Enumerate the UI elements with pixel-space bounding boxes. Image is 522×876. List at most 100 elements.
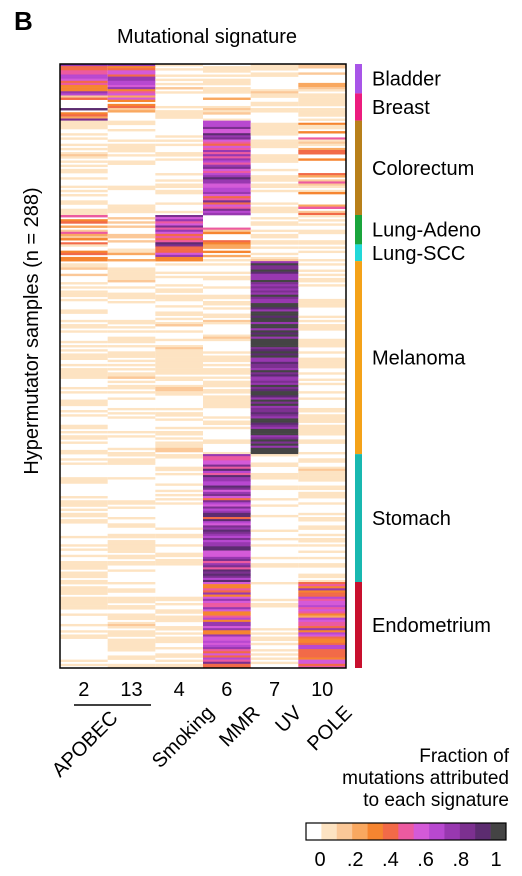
- heatmap-cell: [60, 298, 108, 302]
- heatmap-cell: [250, 391, 299, 394]
- heatmap-cell: [250, 366, 299, 369]
- heatmap-cell: [250, 179, 299, 182]
- heatmap-cell: [60, 636, 108, 639]
- heatmap-cell: [107, 259, 156, 262]
- heatmap-cell: [155, 317, 203, 321]
- heatmap-cell: [203, 177, 251, 180]
- heatmap-cell: [250, 443, 299, 446]
- heatmap-cell: [107, 300, 156, 304]
- heatmap-cell: [203, 147, 251, 151]
- heatmap-cell: [250, 336, 299, 340]
- heatmap-cell: [60, 147, 108, 151]
- heatmap-cell: [298, 95, 346, 98]
- heatmap-cell: [298, 441, 346, 444]
- heatmap-cell: [298, 273, 346, 277]
- heatmap-cell: [155, 449, 203, 453]
- heatmap-cell: [203, 546, 251, 549]
- colorbar-swatch: [413, 823, 430, 840]
- heatmap-cell: [203, 355, 251, 358]
- heatmap-cell: [250, 324, 299, 327]
- heatmap-cell: [60, 330, 108, 333]
- heatmap-cell: [107, 640, 156, 644]
- heatmap-cell: [107, 546, 156, 549]
- heatmap-cell: [298, 242, 346, 245]
- heatmap-cell: [250, 294, 299, 298]
- heatmap-cell: [155, 351, 203, 354]
- heatmap-cell: [250, 422, 299, 426]
- heatmap-cell: [298, 533, 346, 537]
- heatmap-cell: [298, 338, 346, 342]
- heatmap-cell: [203, 464, 251, 467]
- heatmap-cell: [107, 590, 156, 593]
- heatmap-cell: [203, 487, 251, 491]
- heatmap-cell: [155, 412, 203, 415]
- heatmap-cell: [203, 231, 251, 235]
- heatmap-cell: [250, 462, 299, 465]
- heatmap-cell: [107, 525, 156, 528]
- heatmap-cell: [250, 242, 299, 245]
- heatmap-cell: [60, 435, 108, 438]
- heatmap-cell: [107, 70, 156, 73]
- heatmap-cell: [203, 537, 251, 541]
- heatmap-cell: [107, 154, 156, 157]
- heatmap-cell: [298, 407, 346, 411]
- heatmap-cell: [60, 414, 108, 417]
- heatmap-cell: [155, 636, 203, 639]
- heatmap-cell: [60, 244, 108, 247]
- heatmap-cell: [107, 458, 156, 461]
- heatmap-cell: [203, 544, 251, 547]
- heatmap-cell: [60, 177, 108, 180]
- heatmap-cell: [60, 449, 108, 453]
- heatmap-cell: [60, 575, 108, 579]
- heatmap-cell: [203, 644, 251, 648]
- tissue-label: Lung-Adeno: [372, 220, 481, 242]
- heatmap-cell: [155, 665, 203, 669]
- heatmap-cell: [107, 99, 156, 103]
- heatmap-cell: [107, 277, 156, 281]
- heatmap-cell: [250, 93, 299, 96]
- heatmap-cell: [155, 82, 203, 86]
- heatmap-cell: [60, 97, 108, 100]
- heatmap-cell: [60, 357, 108, 361]
- heatmap-cell: [203, 477, 251, 480]
- heatmap-cell: [203, 458, 251, 461]
- heatmap-cell: [203, 321, 251, 325]
- heatmap-cell: [203, 294, 251, 298]
- heatmap-cell: [203, 598, 251, 602]
- heatmap-cell: [203, 164, 251, 168]
- heatmap-cell: [107, 340, 156, 344]
- heatmap-cell: [155, 313, 203, 316]
- heatmap-cell: [298, 359, 346, 363]
- heatmap-cell: [250, 317, 299, 321]
- heatmap-cell: [203, 659, 251, 663]
- heatmap-cell: [203, 630, 251, 633]
- heatmap-cell: [60, 605, 108, 608]
- heatmap-cell: [298, 502, 346, 505]
- heatmap-cell: [250, 300, 299, 304]
- heatmap-cell: [203, 479, 251, 482]
- heatmap-cell: [203, 173, 251, 176]
- heatmap-cell: [250, 223, 299, 226]
- heatmap-cell: [203, 68, 251, 71]
- heatmap-cell: [155, 271, 203, 275]
- heatmap-cell: [155, 330, 203, 333]
- heatmap-cell: [155, 609, 203, 612]
- tissue-bar: [355, 244, 362, 262]
- heatmap-cell: [298, 615, 346, 618]
- heatmap-cell: [155, 231, 203, 235]
- heatmap-cell: [250, 185, 299, 189]
- heatmap-cell: [250, 202, 299, 205]
- heatmap-cell: [203, 519, 251, 522]
- heatmap-cell: [107, 273, 156, 277]
- heatmap-cell: [155, 347, 203, 350]
- heatmap-cell: [60, 114, 108, 117]
- heatmap-cell: [298, 609, 346, 612]
- heatmap-cell: [155, 366, 203, 369]
- tissue-label: Endometrium: [372, 615, 491, 637]
- heatmap-cell: [60, 292, 108, 295]
- heatmap-cell: [298, 118, 346, 121]
- heatmap-cell: [107, 250, 156, 254]
- heatmap-cell: [203, 191, 251, 195]
- heatmap-cell: [298, 366, 346, 369]
- heatmap-cell: [155, 324, 203, 327]
